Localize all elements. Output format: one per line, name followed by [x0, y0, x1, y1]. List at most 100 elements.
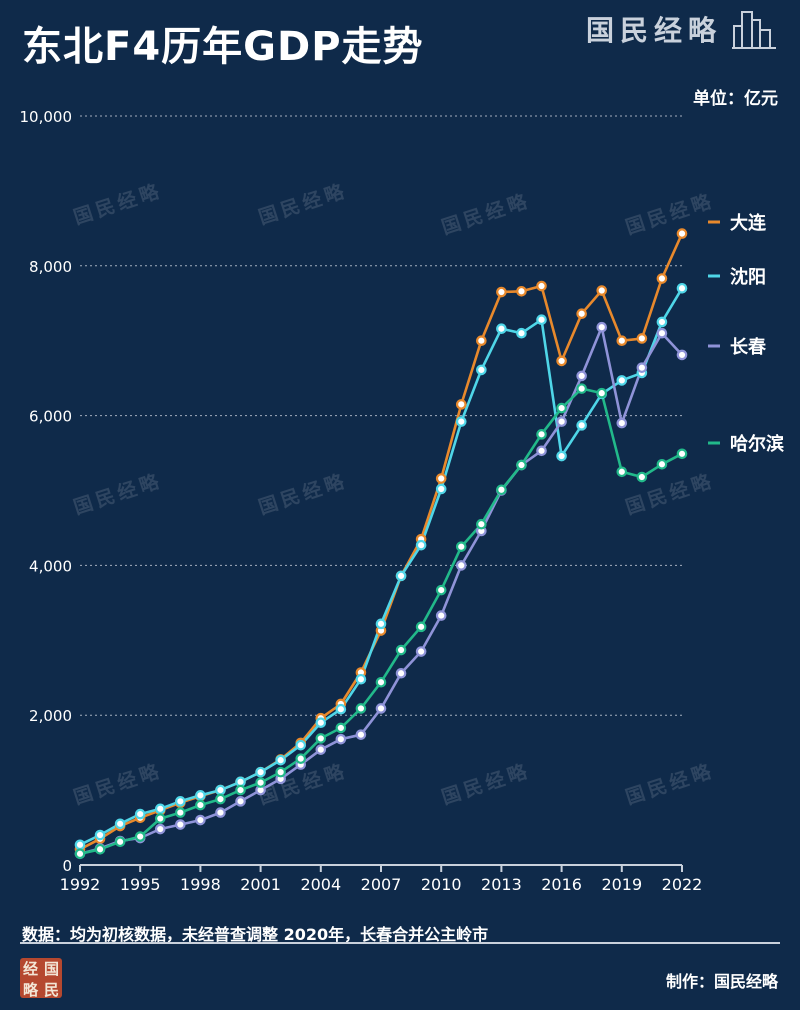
y-tick-label: 4,000 — [29, 557, 72, 575]
data-point — [275, 754, 286, 766]
x-tick-label: 2019 — [601, 875, 642, 894]
data-point — [195, 814, 206, 826]
x-tick-label: 1992 — [60, 875, 101, 894]
data-point — [496, 286, 507, 298]
data-point — [94, 829, 106, 841]
data-point — [94, 843, 106, 855]
data-point — [415, 646, 427, 657]
data-point — [616, 466, 628, 478]
seal-char: 国 — [43, 960, 59, 978]
series-line — [79, 233, 684, 851]
data-point — [516, 285, 527, 297]
page-title: 东北F4历年GDP走势 — [22, 24, 424, 70]
data-note: 数据：均为初核数据，未经普查调整 2020年，长春合并公主岭市 — [22, 925, 489, 944]
y-tick-label: 8,000 — [29, 258, 72, 276]
brand-seal: 经 国 略 民 — [20, 958, 62, 999]
data-point — [556, 450, 567, 462]
data-point — [175, 807, 186, 818]
x-tick-label: 1995 — [120, 875, 161, 894]
data-point — [455, 399, 467, 410]
data-point — [455, 541, 467, 552]
data-point — [536, 314, 547, 326]
x-tick-label: 2004 — [300, 875, 341, 894]
y-tick-label: 0 — [62, 857, 72, 875]
x-tick-label: 1998 — [180, 875, 221, 894]
data-point — [215, 793, 226, 805]
data-point — [375, 618, 387, 630]
watermark-text: 国民经略 — [256, 179, 351, 229]
data-point — [616, 335, 628, 346]
data-point — [375, 703, 387, 714]
data-point — [255, 777, 266, 788]
data-point — [656, 327, 668, 339]
data-point — [516, 327, 527, 339]
data-point — [235, 784, 246, 796]
data-point — [676, 282, 688, 294]
seal-char: 经 — [22, 960, 38, 978]
series-line — [79, 287, 684, 846]
data-point — [195, 799, 206, 811]
data-point — [295, 753, 307, 764]
data-point — [335, 733, 347, 745]
legend-label: 沈阳 — [730, 266, 766, 288]
data-point — [636, 471, 648, 483]
watermark-text: 国民经略 — [439, 189, 534, 239]
data-point — [355, 729, 367, 740]
x-tick-label: 2001 — [240, 875, 281, 894]
data-point — [74, 839, 86, 851]
data-point — [395, 667, 407, 679]
x-tick-label: 2013 — [481, 875, 522, 894]
legend-label: 长春 — [730, 336, 767, 358]
watermark-text: 国民经略 — [623, 759, 718, 809]
data-point — [576, 308, 587, 320]
series-line — [79, 325, 683, 856]
data-point — [435, 584, 447, 596]
data-point — [235, 796, 246, 807]
data-point — [175, 819, 186, 830]
data-point — [576, 383, 587, 394]
data-point — [295, 739, 307, 751]
data-point — [656, 316, 668, 328]
data-point — [536, 445, 547, 457]
data-point — [74, 848, 86, 860]
data-point — [496, 484, 507, 496]
data-point — [335, 722, 347, 734]
data-point — [476, 518, 487, 530]
data-point — [154, 813, 166, 824]
y-tick-label: 10,000 — [20, 108, 73, 126]
brand-logo: 国民经略 — [586, 8, 776, 50]
data-point — [195, 790, 206, 801]
watermark-text: 国民经略 — [256, 469, 351, 519]
data-point — [114, 836, 126, 848]
seal-char: 略 — [22, 981, 38, 999]
data-point — [315, 733, 327, 744]
data-point — [395, 644, 407, 656]
data-point — [315, 744, 327, 755]
watermark-text: 国民经略 — [71, 759, 166, 809]
data-point — [676, 349, 688, 361]
data-point — [596, 387, 608, 399]
legend-label: 大连 — [730, 212, 767, 234]
data-point — [215, 784, 226, 796]
data-point — [134, 808, 146, 820]
seal-char: 民 — [43, 981, 59, 999]
watermark-text: 国民经略 — [71, 179, 166, 229]
data-point — [476, 335, 487, 346]
x-tick-label: 2007 — [361, 875, 402, 894]
x-tick-label: 2010 — [421, 875, 462, 894]
data-point — [355, 703, 367, 714]
data-point — [355, 673, 367, 685]
skyline-icon — [732, 11, 776, 49]
data-point — [255, 766, 266, 778]
data-point — [576, 370, 587, 382]
data-point — [496, 323, 507, 335]
data-point — [656, 458, 668, 470]
data-point — [435, 483, 447, 495]
data-point — [375, 676, 387, 688]
data-point — [556, 402, 567, 414]
data-point — [636, 362, 648, 373]
data-point — [154, 803, 166, 815]
data-point — [435, 473, 447, 484]
data-point — [656, 273, 668, 284]
